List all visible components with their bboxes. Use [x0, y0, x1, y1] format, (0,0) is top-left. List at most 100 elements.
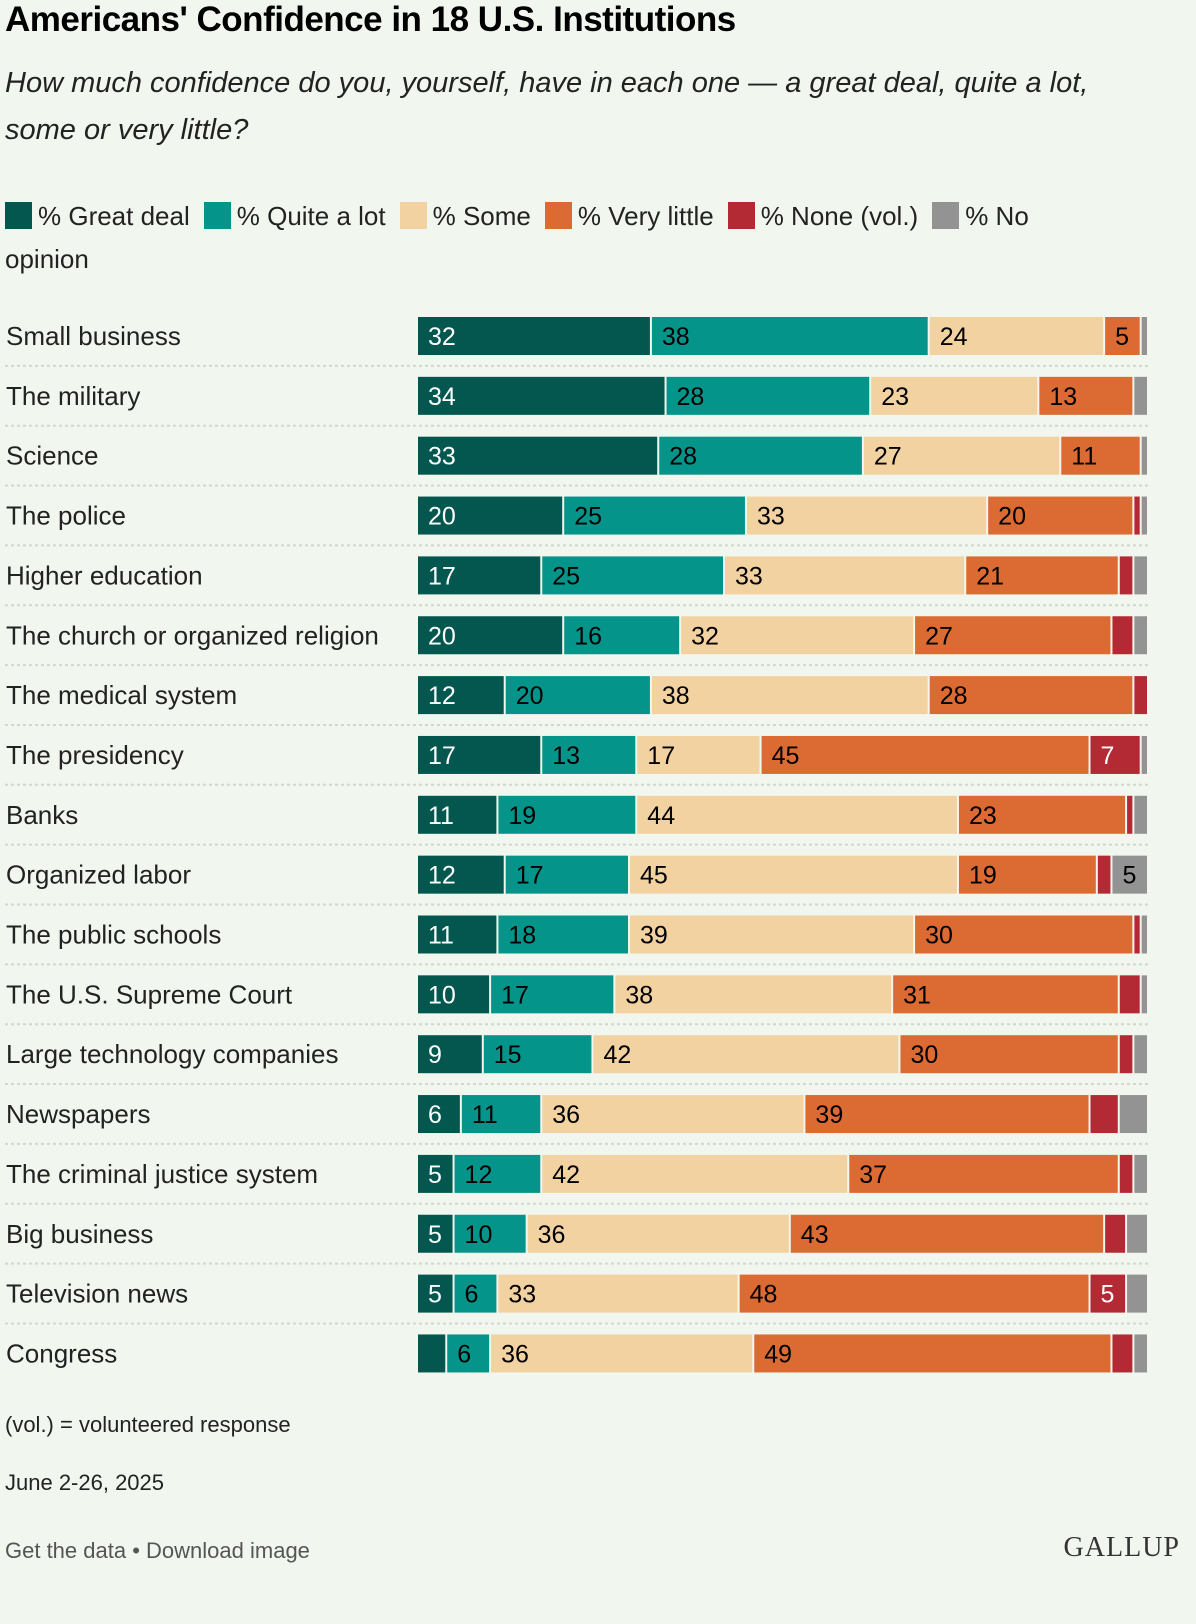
bar-segment: [447, 1334, 490, 1373]
legend-label: % None (vol.): [760, 201, 919, 231]
bar-segment: [418, 735, 541, 774]
bar-segment: [1090, 1095, 1118, 1134]
data-label: 28: [669, 443, 697, 471]
survey-date: June 2-26, 2025: [5, 1470, 165, 1495]
bar-segment: [915, 915, 1133, 954]
data-label: 9: [428, 1041, 442, 1069]
bar-segment: [505, 855, 628, 894]
data-label: 36: [552, 1101, 580, 1129]
bar-segment: [1119, 1095, 1147, 1134]
data-label: 19: [969, 862, 997, 890]
bar-segment: [1134, 676, 1147, 715]
data-label: 39: [815, 1101, 843, 1129]
bar-segment: [1112, 616, 1133, 655]
data-label: 44: [647, 802, 675, 830]
data-label: 20: [516, 682, 544, 710]
data-label: 36: [501, 1340, 529, 1368]
data-label: 38: [662, 323, 690, 351]
bar-segment: [637, 735, 760, 774]
data-label: 11: [1071, 443, 1097, 471]
bar-segment: [1119, 1035, 1133, 1074]
bar-segment: [805, 1095, 1089, 1134]
category-label: The presidency: [6, 740, 184, 770]
bar-segment: [1141, 975, 1147, 1014]
bar-segment: [1127, 1214, 1147, 1253]
bar-segment: [1119, 1154, 1133, 1193]
data-label: 6: [428, 1101, 442, 1129]
data-label: 28: [940, 682, 968, 710]
get-data-link[interactable]: Get the data: [5, 1538, 127, 1563]
legend-swatch: [399, 202, 427, 229]
data-label: 21: [976, 562, 1004, 590]
data-label: 5: [428, 1281, 442, 1309]
bar-segment: [542, 556, 724, 595]
category-label: Congress: [6, 1338, 117, 1368]
data-label: 33: [428, 443, 456, 471]
data-label: 7: [1101, 742, 1115, 770]
bar-segment: [418, 795, 497, 834]
bar-segment: [418, 1035, 482, 1074]
bar-segment: [929, 676, 1133, 715]
category-label: Small business: [6, 321, 181, 351]
separator: •: [132, 1538, 140, 1563]
category-label: The police: [6, 501, 126, 531]
bar-segment: [893, 975, 1118, 1014]
bar-segment: [1090, 735, 1140, 774]
bar-segment: [418, 556, 541, 595]
bar-segment: [418, 317, 650, 355]
category-label: Large technology companies: [6, 1039, 338, 1069]
data-label: 33: [757, 503, 785, 531]
bar-segment: [418, 496, 563, 535]
bar-segment: [958, 795, 1126, 834]
legend-item: % Some: [399, 201, 531, 231]
data-label: 15: [494, 1041, 522, 1069]
data-label: 10: [465, 1221, 493, 1249]
data-label: 28: [677, 383, 705, 411]
data-label: 49: [764, 1340, 792, 1368]
category-label: The U.S. Supreme Court: [6, 979, 293, 1009]
footer-links: Get the data • Download image: [5, 1538, 310, 1564]
data-label: 17: [428, 562, 456, 590]
bar-segment: [418, 915, 497, 954]
bar-segment: [739, 1274, 1089, 1313]
bar-segment: [542, 735, 636, 774]
data-label: 23: [969, 802, 997, 830]
bar-segment: [666, 376, 870, 415]
bar-segment: [418, 436, 658, 475]
bar-segment: [593, 1035, 899, 1074]
data-label: 5: [1122, 862, 1136, 890]
data-label: 20: [428, 622, 456, 650]
data-label: 32: [428, 323, 456, 351]
legend-label: % Some: [432, 201, 531, 231]
data-label: 12: [428, 682, 456, 710]
data-label: 11: [428, 922, 454, 950]
bar-segment: [1134, 616, 1147, 655]
bar-segment: [754, 1334, 1111, 1373]
bar-segment: [418, 1095, 460, 1134]
legend-item: % No opinion: [5, 201, 1029, 274]
category-label: The military: [6, 381, 140, 411]
bar-segment: [542, 1154, 848, 1193]
bar-segment: [681, 616, 914, 655]
legend-swatch: [727, 202, 755, 229]
bar-segment: [1097, 855, 1111, 894]
bar-segment: [1134, 496, 1140, 535]
bar-segment: [454, 1274, 497, 1313]
chart-subtitle: How much confidence do you, yourself, ha…: [5, 67, 1089, 146]
bar-segment: [454, 1154, 541, 1193]
data-label: 38: [662, 682, 690, 710]
bar-segment: [900, 1035, 1118, 1074]
category-label: The criminal justice system: [6, 1159, 318, 1189]
bar-segment: [418, 1274, 453, 1313]
download-image-link[interactable]: Download image: [146, 1538, 310, 1563]
bar-segment: [1141, 496, 1147, 535]
data-label: 37: [859, 1161, 887, 1189]
legend: % Great deal % Quite a lot % Some % Very li…: [5, 195, 1125, 281]
legend-label: % Quite a lot: [236, 201, 386, 231]
gallup-logo: GALLUP: [1063, 1532, 1180, 1563]
data-label: 42: [552, 1161, 580, 1189]
data-label: 45: [640, 862, 668, 890]
bar-segment: [915, 616, 1111, 655]
bar-segment: [629, 915, 914, 954]
bar-segment: [988, 496, 1133, 535]
